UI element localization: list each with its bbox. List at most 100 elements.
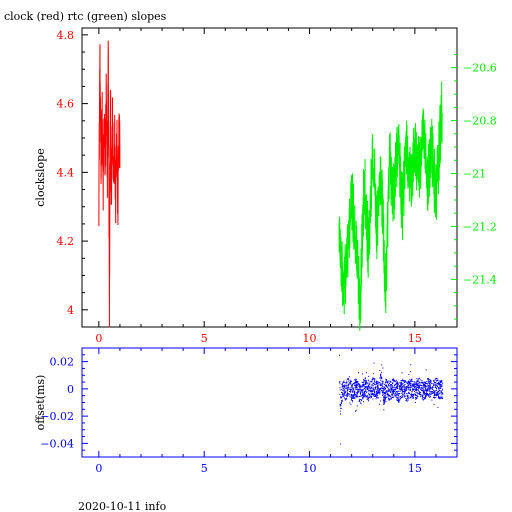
bottom-x-tick-label: 0 <box>95 462 102 475</box>
offset-point <box>406 395 408 397</box>
offset-point <box>350 390 352 392</box>
offset-point <box>422 392 424 394</box>
offset-point <box>344 382 346 384</box>
offset-point <box>382 381 384 383</box>
offset-point <box>364 377 366 379</box>
offset-point <box>366 387 368 389</box>
offset-point <box>379 393 381 395</box>
offset-point <box>349 395 351 397</box>
offset-point <box>340 396 341 398</box>
offset-point <box>375 387 377 389</box>
offset-point <box>442 393 444 395</box>
offset-point <box>357 389 359 391</box>
offset-point <box>414 382 416 384</box>
offset-point <box>378 384 380 386</box>
offset-point <box>370 384 372 386</box>
offset-point <box>409 385 411 387</box>
offset-point <box>439 385 441 387</box>
offset-point <box>368 386 370 388</box>
offset-point <box>415 398 417 400</box>
offset-point <box>401 380 403 381</box>
offset-point <box>377 391 379 393</box>
offset-point <box>424 398 426 400</box>
offset-point <box>421 396 423 398</box>
offset-point <box>419 379 421 381</box>
offset-point <box>433 390 435 392</box>
offset-point <box>376 386 378 388</box>
offset-point <box>403 381 405 382</box>
offset-point <box>349 389 351 391</box>
offset-point <box>439 392 441 394</box>
offset-point <box>340 397 342 399</box>
offset-point <box>423 391 425 393</box>
offset-point <box>339 381 341 382</box>
offset-point <box>340 443 342 445</box>
offset-point <box>372 398 374 400</box>
offset-point <box>386 385 388 387</box>
offset-point <box>390 395 392 397</box>
offset-point <box>404 388 406 390</box>
offset-point <box>379 370 381 371</box>
offset-point <box>425 396 427 398</box>
offset-point <box>441 384 443 386</box>
offset-point <box>381 387 383 389</box>
offset-point <box>425 395 427 397</box>
offset-point <box>354 384 356 386</box>
offset-point <box>413 384 415 385</box>
offset-point <box>364 393 366 395</box>
offset-point <box>350 403 352 405</box>
offset-point <box>351 394 353 395</box>
offset-point <box>423 396 425 398</box>
offset-point <box>366 398 368 400</box>
offset-point <box>423 385 425 387</box>
offset-point <box>403 385 405 387</box>
offset-point <box>384 396 386 398</box>
offset-point <box>429 396 431 398</box>
offset-point <box>347 389 349 390</box>
offset-point <box>391 379 393 381</box>
offset-point <box>358 383 360 384</box>
offset-point <box>411 378 413 380</box>
offset-point <box>390 388 392 390</box>
offset-point <box>420 392 421 393</box>
offset-point <box>415 382 417 384</box>
offset-point <box>380 383 382 385</box>
offset-point <box>377 391 379 393</box>
offset-point <box>426 394 428 396</box>
offset-point <box>360 386 362 388</box>
offset-point <box>397 382 399 384</box>
offset-point <box>373 394 375 396</box>
offset-point <box>429 384 431 386</box>
offset-point <box>406 393 408 395</box>
offset-point <box>382 387 384 389</box>
offset-point <box>426 382 428 384</box>
offset-point <box>385 391 387 393</box>
top-left-y-tick-label: 4.2 <box>57 235 75 248</box>
offset-point <box>410 396 412 398</box>
offset-point <box>428 389 430 391</box>
offset-point <box>417 382 419 384</box>
offset-point <box>372 388 374 390</box>
offset-point <box>432 392 434 394</box>
offset-point <box>343 386 345 388</box>
offset-point <box>376 381 378 383</box>
offset-point <box>401 383 402 385</box>
offset-point <box>364 384 366 385</box>
offset-point <box>379 377 381 379</box>
offset-point <box>383 403 385 405</box>
offset-point <box>382 382 384 384</box>
offset-point <box>397 393 399 395</box>
offset-point <box>367 386 369 388</box>
offset-point <box>441 397 443 399</box>
offset-point <box>424 393 426 395</box>
offset-point <box>433 384 435 386</box>
offset-point <box>404 391 406 393</box>
offset-point <box>352 391 354 393</box>
offset-point <box>346 398 347 400</box>
offset-point <box>367 395 369 397</box>
offset-point <box>409 388 411 390</box>
offset-point <box>414 388 415 390</box>
offset-point <box>365 387 367 389</box>
offset-point <box>396 382 397 384</box>
offset-point <box>416 397 418 399</box>
